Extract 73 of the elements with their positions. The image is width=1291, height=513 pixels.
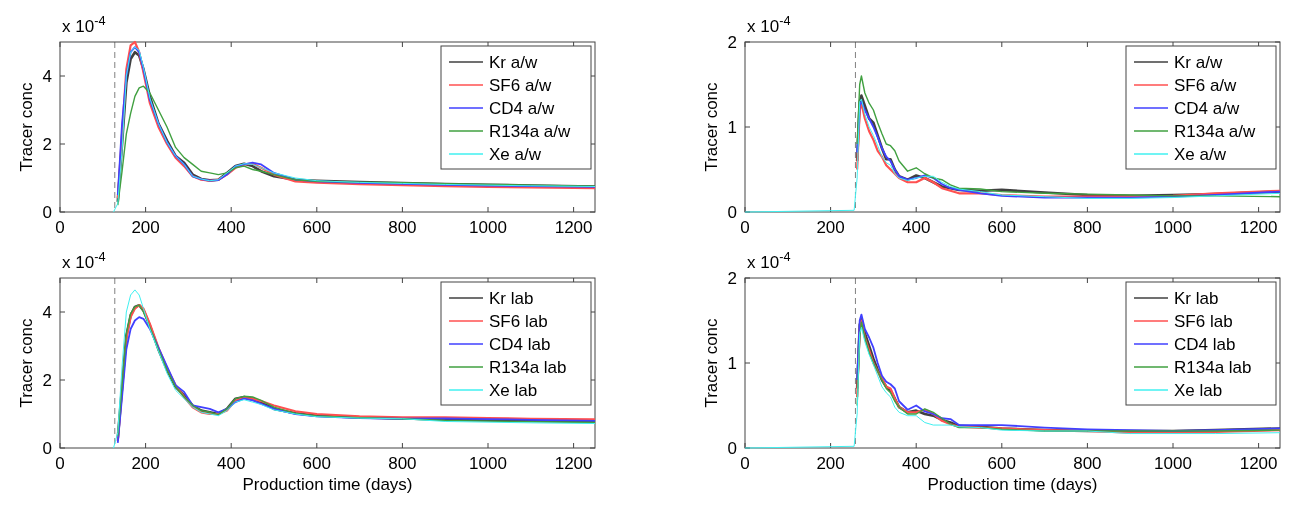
x-tick-label: 0 — [740, 454, 750, 473]
x-tick-label: 600 — [987, 218, 1016, 237]
x-tick-label: 400 — [217, 454, 246, 473]
y-axis-title: Tracer conc — [702, 317, 721, 408]
legend-label: R134a a/w — [1174, 122, 1256, 141]
y-tick-label: 0 — [42, 203, 52, 222]
y-axis-title: Tracer conc — [17, 317, 36, 408]
x-tick-label: 1000 — [469, 454, 507, 473]
line-series — [744, 326, 1281, 449]
x-tick-label: 800 — [1073, 218, 1102, 237]
x-tick-label: 200 — [131, 454, 160, 473]
text: x 10$^{-4}$ — [747, 248, 791, 272]
legend-label: CD4 lab — [1174, 335, 1236, 354]
x-tick-label: 1000 — [469, 218, 507, 237]
line-series — [856, 75, 1281, 198]
legend-label: CD4 a/w — [489, 99, 555, 118]
x-tick-label: 1200 — [554, 218, 593, 237]
y-axis-title: Tracer conc — [17, 81, 36, 172]
y-tick-label: 0 — [727, 439, 737, 458]
legend-label: Xe lab — [489, 381, 538, 400]
y-tick-label: 4 — [42, 303, 52, 322]
y-tick-label: 1 — [727, 354, 737, 373]
legend-label: SF6 a/w — [489, 76, 553, 95]
x-tick-label: 200 — [131, 218, 160, 237]
y-tick-label: 2 — [727, 33, 737, 52]
x-tick-label: 800 — [1073, 454, 1102, 473]
y-tick-label: 2 — [727, 269, 737, 288]
x-tick-label: 200 — [816, 454, 845, 473]
legend-label: R134a a/w — [489, 122, 571, 141]
legend-label: Xe a/w — [489, 145, 542, 164]
legend-label: Kr a/w — [489, 53, 538, 72]
x-tick-label: 1200 — [554, 454, 593, 473]
text: x 10$^{-4}$ — [62, 248, 106, 272]
x-tick-label: 800 — [388, 218, 417, 237]
text: x 10$^{-4}$ — [62, 12, 106, 36]
x-axis-title: Production time (days) — [242, 475, 413, 494]
x-tick-label: 400 — [902, 454, 931, 473]
y-axis-title: Tracer conc — [702, 81, 721, 172]
legend-label: SF6 lab — [1174, 312, 1233, 331]
x-tick-label: 800 — [388, 454, 417, 473]
x-tick-label: 1000 — [1154, 218, 1192, 237]
legend-label: R134a lab — [489, 358, 567, 377]
x-tick-label: 600 — [302, 218, 331, 237]
x-tick-label: 600 — [987, 454, 1016, 473]
x-tick-label: 0 — [740, 218, 750, 237]
legend-label: Xe lab — [1174, 381, 1223, 400]
legend-label: Kr lab — [1174, 289, 1219, 308]
line-series — [744, 98, 1281, 213]
legend-label: SF6 a/w — [1174, 76, 1238, 95]
x-tick-label: 400 — [902, 218, 931, 237]
legend-label: R134a lab — [1174, 358, 1252, 377]
y-tick-label: 0 — [727, 203, 737, 222]
x-tick-label: 600 — [302, 454, 331, 473]
legend-label: CD4 a/w — [1174, 99, 1240, 118]
x-tick-label: 200 — [816, 218, 845, 237]
text: x 10$^{-4}$ — [747, 12, 791, 36]
x-tick-label: 1200 — [1239, 454, 1278, 473]
x-tick-label: 1000 — [1154, 454, 1192, 473]
legend-label: Xe a/w — [1174, 145, 1227, 164]
x-tick-label: 1200 — [1239, 218, 1278, 237]
x-axis-title: Production time (days) — [927, 475, 1098, 494]
y-tick-label: 2 — [42, 135, 52, 154]
y-tick-label: 1 — [727, 118, 737, 137]
x-tick-label: 0 — [55, 218, 65, 237]
legend-label: CD4 lab — [489, 335, 551, 354]
y-tick-label: 2 — [42, 371, 52, 390]
legend-label: Kr a/w — [1174, 53, 1223, 72]
y-tick-label: 0 — [42, 439, 52, 458]
x-tick-label: 400 — [217, 218, 246, 237]
legend-label: SF6 lab — [489, 312, 548, 331]
y-tick-label: 4 — [42, 67, 52, 86]
legend-label: Kr lab — [489, 289, 534, 308]
x-tick-label: 0 — [55, 454, 65, 473]
